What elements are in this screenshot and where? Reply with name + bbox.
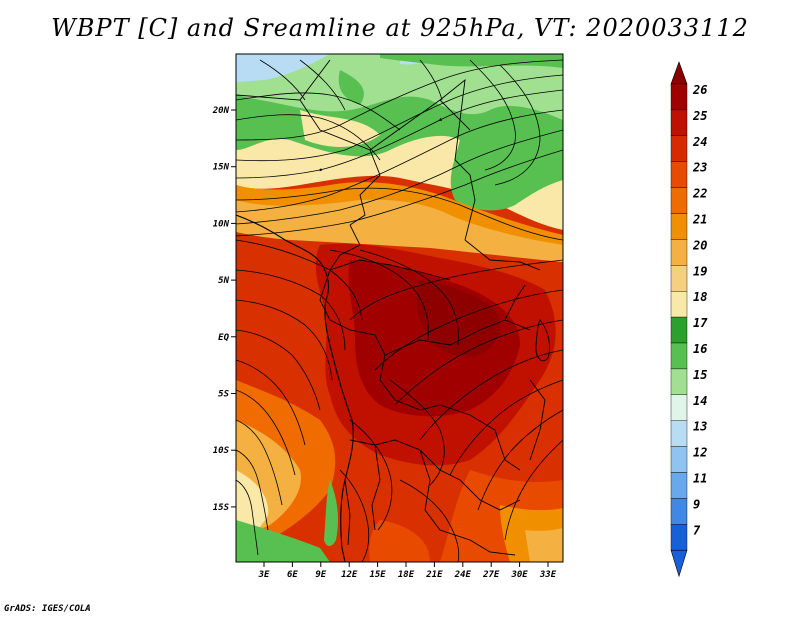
colorbar-label: 21: [692, 213, 707, 227]
grads-credit: GrADS: IGES/COLA: [4, 604, 91, 614]
colorbar-label: 25: [692, 109, 707, 123]
lake-victoria: [535, 319, 551, 362]
lat-tick-label: 15N: [213, 163, 230, 173]
wbpt-field: [236, 54, 563, 562]
lon-tick-label: 12E: [341, 570, 358, 580]
longitude-axis: 3E 6E 9E 12E 15E 18E 21E 24E 27E 30E 33E: [258, 562, 557, 580]
colorbar-label: 17: [693, 316, 708, 330]
colorbar-label: 24: [692, 135, 707, 149]
colorbar-swatch: [670, 368, 688, 395]
colorbar-swatch: [670, 135, 688, 162]
lat-tick-label: 10N: [213, 219, 230, 229]
colorbar-label: 15: [693, 368, 707, 382]
colorbar-swatch: [670, 524, 688, 551]
colorbar-label: 13: [693, 420, 707, 434]
colorbar-swatch: [670, 187, 688, 214]
colorbar-swatch: [670, 342, 688, 370]
colorbar-upper-arrow: [670, 61, 688, 85]
lon-tick-label: 27E: [482, 570, 500, 580]
lon-tick-label: 18E: [398, 570, 415, 580]
country-borders: [236, 59, 546, 556]
colorbar-swatch: [670, 161, 688, 188]
lon-tick-label: 3E: [258, 570, 270, 580]
lon-tick-label: 15E: [369, 570, 386, 580]
colorbar-swatch: [670, 83, 688, 111]
lon-tick-label: 21E: [425, 570, 443, 580]
lon-tick-label: 9E: [315, 570, 326, 580]
lat-tick-label: 5S: [218, 390, 229, 400]
colorbar-swatch: [670, 316, 688, 344]
lat-tick-label: 20N: [212, 106, 230, 116]
colorbar-swatch: [670, 239, 688, 266]
colorbar-label: 23: [692, 161, 707, 175]
lat-tick-label: 15S: [213, 503, 230, 513]
colorbar-label: 16: [693, 342, 707, 356]
colorbar: 26 25 24 23 22 21 20 19 18 17 16 15 14 13 12 11 9 7: [670, 61, 708, 578]
colorbar-label: 19: [693, 264, 707, 278]
colorbar-swatch: [670, 472, 688, 499]
colorbar-swatch: [670, 446, 688, 473]
colorbar-swatch: [670, 265, 688, 292]
chart-title: WBPT [C] and Sreamline at 925hPa, VT: 20…: [51, 14, 749, 42]
colorbar-label: 22: [692, 187, 707, 201]
lat-tick-label: EQ: [218, 333, 229, 343]
colorbar-label: 18: [693, 290, 707, 304]
lon-tick-label: 33E: [539, 570, 557, 580]
lon-tick-label: 6E: [287, 570, 298, 580]
colorbar-swatch: [670, 420, 688, 447]
colorbar-swatch: [670, 394, 688, 421]
colorbar-label: 7: [693, 523, 701, 537]
colorbar-swatch: [670, 213, 688, 240]
colorbar-lower-arrow: [670, 549, 688, 578]
colorbar-label: 12: [693, 446, 707, 460]
colorbar-swatch: [670, 291, 688, 318]
colorbar-label: 11: [693, 472, 707, 486]
lon-tick-label: 30E: [510, 570, 528, 580]
colorbar-label: 9: [693, 497, 700, 511]
latitude-axis: 20N 15N 10N 5N EQ 5S 10S 15S: [212, 106, 236, 513]
colorbar-swatch: [670, 109, 688, 137]
streamlines: [236, 59, 563, 562]
lat-tick-label: 10S: [213, 446, 230, 456]
lat-tick-label: 5N: [218, 276, 229, 286]
colorbar-swatch: [670, 498, 688, 525]
map-frame: [235, 53, 564, 563]
lon-tick-label: 24E: [454, 570, 472, 580]
colorbar-label: 20: [692, 238, 707, 252]
coastline: [236, 214, 354, 562]
colorbar-label: 14: [693, 394, 707, 408]
colorbar-label: 26: [692, 83, 707, 97]
